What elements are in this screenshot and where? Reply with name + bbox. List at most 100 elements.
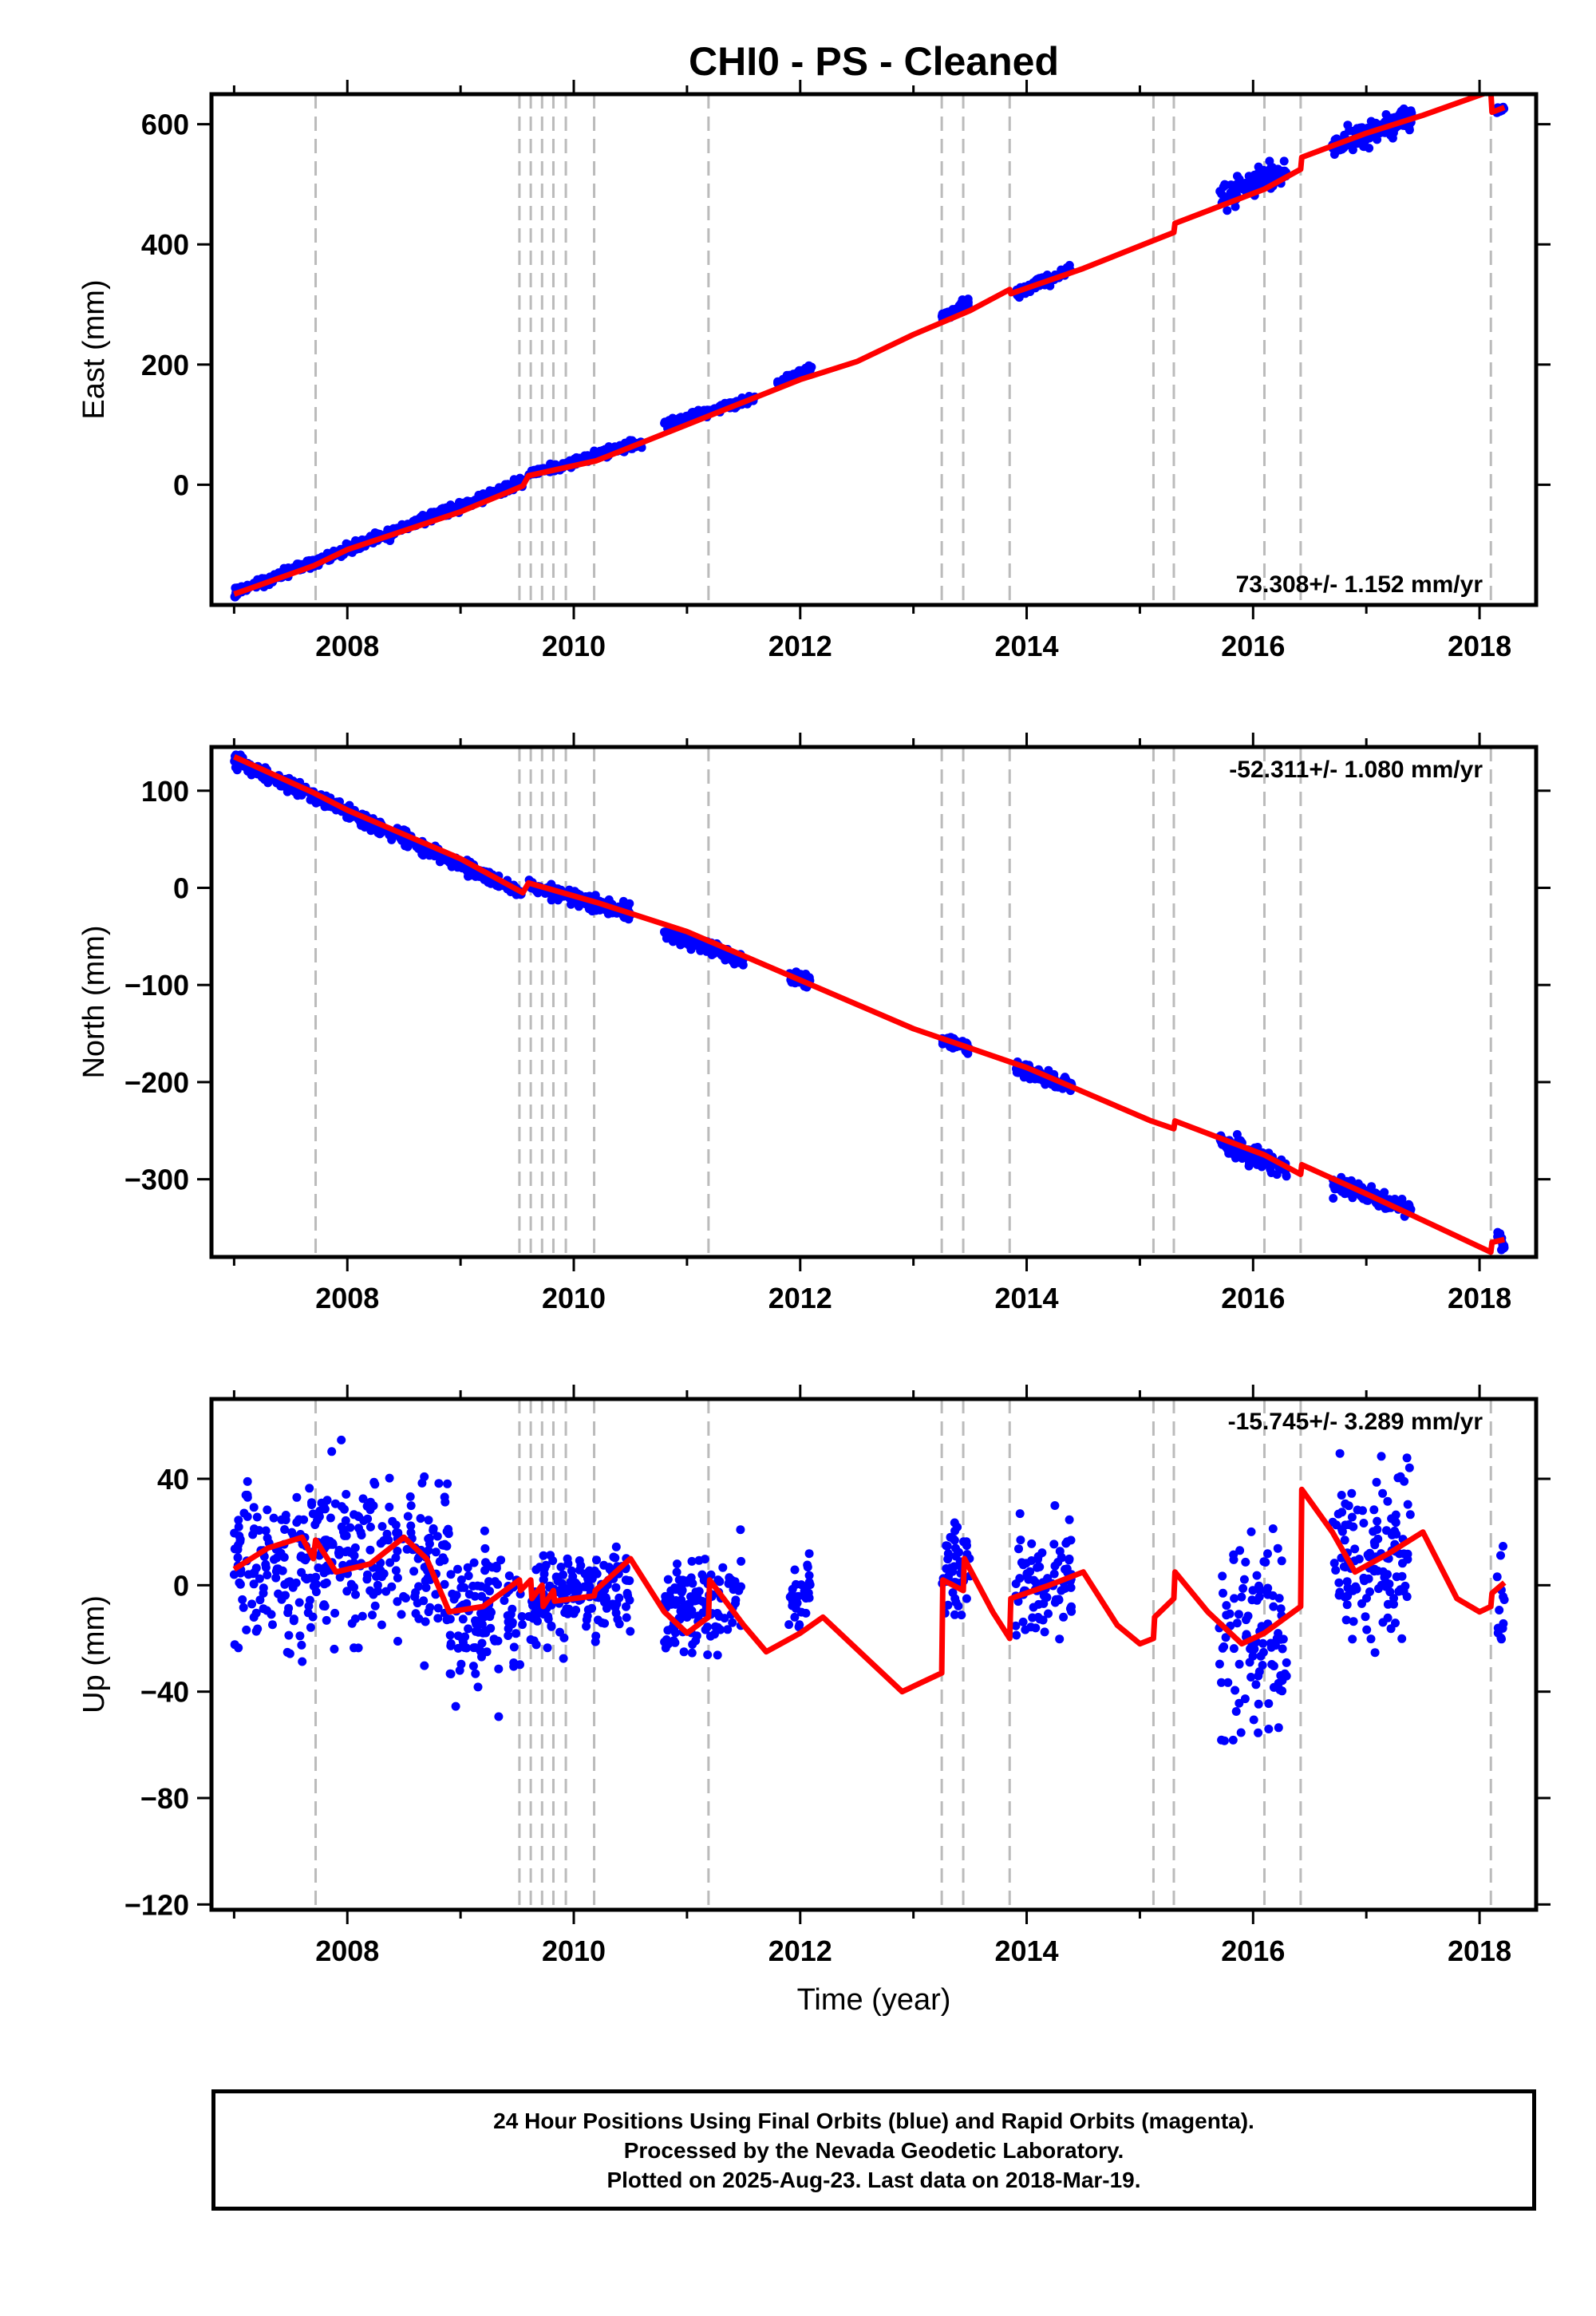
up-data-point (943, 1549, 953, 1559)
up-data-point (248, 1530, 258, 1539)
up-data-point (294, 1598, 304, 1607)
up-data-point (285, 1577, 294, 1587)
up-data-point (299, 1515, 309, 1524)
up-data-point (1372, 1477, 1381, 1487)
north-model-line (232, 754, 1506, 1255)
up-data-point (1400, 1581, 1410, 1591)
up-data-point (1254, 1671, 1263, 1681)
up-data-point (587, 1574, 597, 1583)
up-data-point (1274, 1594, 1284, 1603)
up-data-point (1349, 1617, 1358, 1626)
up-data-point (358, 1611, 367, 1621)
up-data-point (382, 1529, 392, 1539)
up-data-point (1239, 1575, 1249, 1584)
up-data-point (414, 1614, 424, 1623)
up-data-point (393, 1573, 402, 1583)
up-data-point (790, 1612, 800, 1622)
up-data-point (1247, 1595, 1257, 1605)
up-data-point (297, 1640, 306, 1650)
up-data-point (1340, 1535, 1349, 1545)
up-data-point (1499, 1542, 1507, 1551)
up-data-point (1378, 1488, 1388, 1498)
up-data-point (1050, 1561, 1060, 1571)
up-data-point (255, 1574, 264, 1583)
up-data-point (485, 1612, 495, 1622)
up-data-point (373, 1580, 382, 1590)
up-data-point (263, 1533, 272, 1543)
north-data-point (726, 954, 736, 963)
up-data-point (385, 1502, 394, 1512)
up-data-point (309, 1582, 318, 1591)
up-data-point (363, 1514, 373, 1524)
up-data-point (1386, 1624, 1396, 1634)
north-data-point (441, 856, 451, 865)
up-data-point (269, 1513, 279, 1523)
up-data-point (1385, 1587, 1395, 1597)
east-data-point (253, 575, 263, 584)
up-data-point (1276, 1604, 1286, 1614)
up-data-point (337, 1435, 346, 1445)
up-data-point (1264, 1725, 1274, 1733)
up-data-point (1350, 1544, 1360, 1554)
up-data-point (358, 1494, 368, 1504)
up-data-point (1231, 1686, 1240, 1695)
up-data-point (262, 1606, 271, 1615)
up-data-point (1348, 1634, 1357, 1644)
up-data-point (367, 1501, 377, 1511)
north-x-tick-label: 2018 (1448, 1282, 1511, 1314)
up-data-point (1232, 1618, 1242, 1628)
east-y-axis-label: East (mm) (77, 279, 111, 419)
north-panel: 2008 2010 2012 2014 2016 2018 −300 −200 −100 0 100… (77, 733, 1551, 1314)
up-data-point (1337, 1491, 1346, 1500)
up-data-point (1246, 1527, 1256, 1536)
up-data-point (1278, 1644, 1287, 1654)
east-data-point (664, 418, 674, 428)
up-data-point (553, 1576, 563, 1586)
up-data-point (576, 1561, 586, 1571)
up-data-point (731, 1599, 740, 1608)
up-data-point (289, 1616, 298, 1626)
east-data-point (1371, 118, 1381, 128)
footer-info-box: 24 Hour Positions Using Final Orbits (bl… (211, 2089, 1536, 2211)
up-data-point (1342, 1577, 1352, 1587)
up-data-point (582, 1582, 591, 1591)
up-data-point (482, 1647, 492, 1657)
up-data-point (236, 1567, 245, 1577)
up-data-point (243, 1492, 252, 1502)
up-data-point (271, 1573, 281, 1583)
up-data-point (686, 1592, 695, 1602)
up-data-point (490, 1577, 500, 1587)
up-data-point (1254, 1592, 1264, 1602)
up-data-point (327, 1447, 337, 1456)
up-data-point (1282, 1658, 1291, 1667)
up-data-point (622, 1613, 631, 1622)
up-data-point (281, 1511, 290, 1520)
east-data-point (1279, 156, 1289, 166)
up-data-point (326, 1513, 335, 1523)
up-data-point (322, 1615, 331, 1625)
up-data-point (1236, 1728, 1246, 1737)
up-data-point (1251, 1680, 1261, 1690)
up-data-point (301, 1555, 310, 1565)
up-data-point (790, 1565, 800, 1575)
up-data-point (1016, 1535, 1025, 1545)
up-data-point (1404, 1463, 1414, 1472)
up-data-point (804, 1549, 814, 1559)
up-data-point (280, 1525, 290, 1534)
east-data-point (773, 377, 783, 386)
up-data-point (1235, 1546, 1245, 1555)
up-data-point (611, 1583, 621, 1592)
east-data-point (1231, 202, 1240, 211)
north-plot-content (230, 747, 1509, 1257)
east-data-point (1227, 180, 1236, 190)
up-data-point (1230, 1594, 1239, 1603)
up-data-point (1235, 1659, 1244, 1669)
up-data-point (506, 1610, 516, 1619)
up-data-point (295, 1631, 305, 1641)
east-data-point (1234, 178, 1243, 187)
up-data-point (433, 1614, 443, 1623)
up-data-point (1065, 1554, 1074, 1563)
up-data-point (476, 1609, 485, 1618)
up-data-point (249, 1503, 259, 1512)
